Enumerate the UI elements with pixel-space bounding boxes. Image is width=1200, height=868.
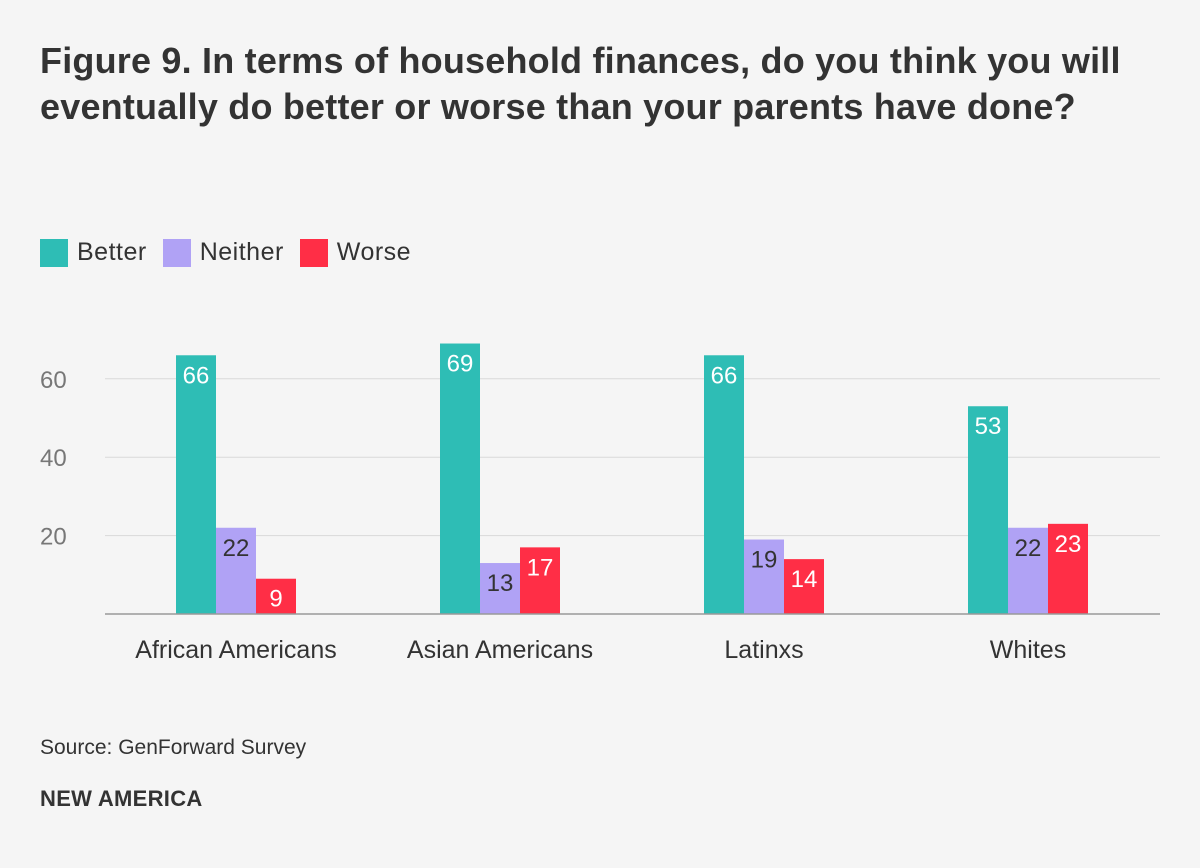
data-label-worse-2: 14 — [791, 566, 818, 593]
source-label: Source: — [40, 736, 119, 759]
data-label-better-3: 53 — [975, 413, 1002, 440]
y-tick-label-20: 20 — [40, 524, 67, 551]
legend-label-neither: Neither — [199, 238, 284, 266]
data-label-better-0: 66 — [183, 362, 210, 389]
bar-worse-2 — [784, 559, 824, 614]
x-tick-label-2: Latinxs — [724, 636, 803, 664]
legend-swatch-better — [40, 238, 68, 267]
x-tick-label-0: African Americans — [135, 636, 336, 664]
data-label-neither-3: 22 — [1015, 535, 1042, 562]
legend-swatch-neither — [162, 238, 191, 267]
data-label-better-1: 69 — [447, 351, 474, 378]
legend: Better Neither Worse — [40, 238, 427, 267]
legend-item-worse: Worse — [299, 238, 412, 267]
brand-logo-text: NEW AMERICA — [40, 786, 203, 811]
data-label-worse-3: 23 — [1055, 531, 1082, 558]
legend-label-better: Better — [77, 238, 147, 266]
x-tick-label-1: Asian Americans — [407, 636, 593, 664]
source-value: GenForward Survey — [118, 736, 307, 759]
data-label-neither-2: 19 — [751, 547, 778, 574]
bar-worse-1 — [520, 547, 560, 614]
y-tick-label-60: 60 — [40, 367, 67, 394]
bar-better-2 — [704, 355, 744, 614]
legend-item-better: Better — [40, 238, 147, 267]
data-label-worse-0: 9 — [269, 586, 282, 613]
data-label-neither-1: 13 — [487, 570, 514, 597]
bar-neither-2 — [744, 539, 784, 614]
bar-better-3 — [968, 406, 1008, 614]
legend-label-worse: Worse — [336, 238, 412, 266]
bar-neither-1 — [480, 563, 520, 614]
bar-worse-0 — [256, 578, 296, 614]
bar-better-1 — [440, 343, 480, 614]
data-label-worse-1: 17 — [527, 554, 554, 581]
data-label-better-2: 66 — [711, 362, 738, 389]
y-tick-label-40: 40 — [40, 445, 67, 472]
bar-chart: 20 40 60 66 22 9 African Americans 69 13 17 Asian … — [40, 343, 1160, 664]
source-note: Source: GenForward Survey — [40, 736, 306, 760]
legend-swatch-worse — [299, 238, 328, 267]
bar-better-0 — [176, 355, 216, 614]
bar-neither-0 — [216, 527, 256, 614]
bar-neither-3 — [1008, 527, 1048, 614]
x-tick-label-3: Whites — [990, 636, 1066, 664]
bar-worse-3 — [1048, 523, 1088, 614]
legend-item-neither: Neither — [162, 238, 284, 267]
data-label-neither-0: 22 — [223, 535, 250, 562]
chart-title: Figure 9. In terms of household finances… — [40, 40, 1121, 127]
